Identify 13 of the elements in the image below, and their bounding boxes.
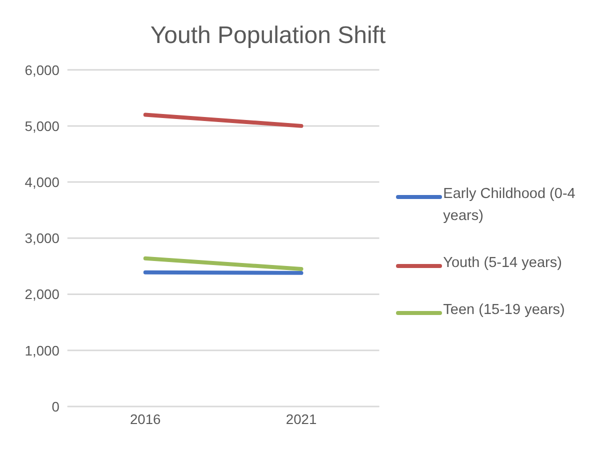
legend-label: Early Childhood (0-4 years) [443, 184, 576, 226]
chart-title: Youth Population Shift [149, 22, 387, 51]
y-tick-label: 0 [52, 398, 60, 414]
x-tick-label: 2016 [130, 411, 162, 428]
y-tick-label: 2,000 [24, 286, 60, 302]
y-tick-label: 5,000 [24, 118, 60, 134]
x-tick-label: 2021 [286, 411, 317, 428]
legend-label: Youth (5-14 years) [443, 254, 563, 272]
legend-label: Teen (15-19 years) [443, 300, 566, 320]
y-tick-label: 3,000 [24, 230, 60, 246]
y-tick-label: 4,000 [24, 174, 60, 190]
y-tick-label: 1,000 [24, 342, 60, 358]
y-tick-label: 6,000 [24, 62, 60, 78]
